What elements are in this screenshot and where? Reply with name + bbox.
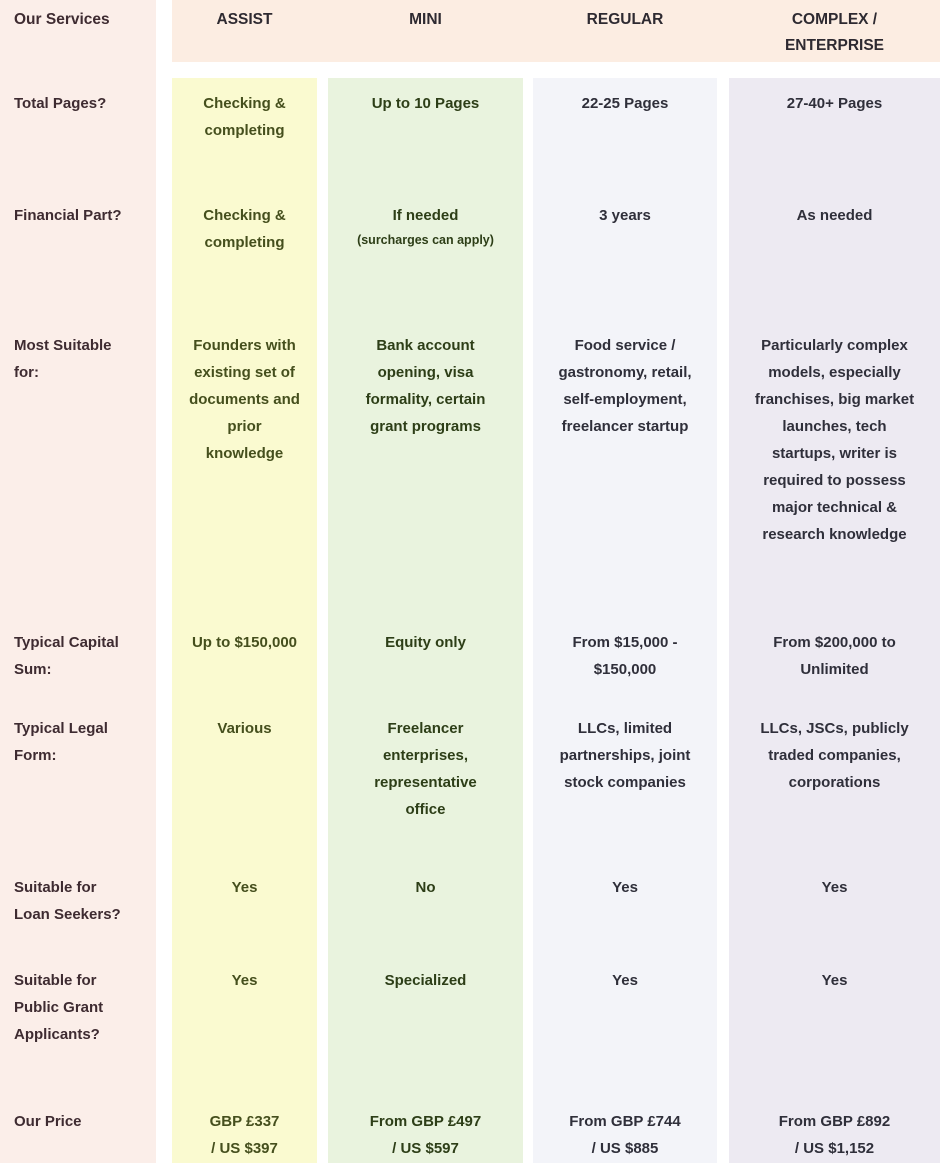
cell-complex-loan-seekers: Yes (821, 879, 848, 896)
cell-complex-most-suitable: Particularly complex models, especially … (754, 337, 915, 543)
cell-assist-total-pages: Checking & completing (203, 95, 286, 139)
column-header-band: ASSIST MINI REGULAR COMPLEX / ENTERPRISE (172, 0, 940, 62)
cell-regular-loan-seekers: Yes (612, 879, 638, 896)
row-label-capital-sum: Typical Capital Sum: (14, 634, 119, 678)
cell-regular-price: From GBP £744 / US $885 (569, 1113, 681, 1157)
cell-regular-financial-part: 3 years (599, 207, 651, 224)
row-label-total-pages: Total Pages? (14, 95, 107, 112)
row-label-loan-seekers: Suitable for Loan Seekers? (14, 879, 121, 923)
cell-complex-total-pages: 27-40+ Pages (786, 95, 883, 112)
cell-assist-most-suitable: Founders with existing set of documents … (189, 337, 300, 462)
row-label-legal-form: Typical Legal Form: (14, 720, 108, 764)
cell-mini-financial-part-main: If needed (392, 207, 459, 224)
cell-mini-loan-seekers: No (415, 879, 436, 896)
cell-complex-legal-form: LLCs, JSCs, publicly traded companies, c… (760, 720, 909, 791)
row-label-financial-part: Financial Part? (14, 207, 122, 224)
cell-regular-most-suitable: Food service / gastronomy, retail, self-… (558, 337, 692, 435)
cell-regular-capital-sum: From $15,000 - $150,000 (572, 634, 678, 678)
cell-mini-most-suitable: Bank account opening, visa formality, ce… (365, 337, 486, 435)
cell-mini-price: From GBP £497 / US $597 (369, 1113, 482, 1157)
cell-mini-total-pages: Up to 10 Pages (371, 95, 480, 112)
cell-assist-financial-part: Checking & completing (203, 207, 286, 251)
cell-assist-capital-sum: Up to $150,000 (191, 634, 298, 651)
cell-assist-loan-seekers: Yes (231, 879, 258, 896)
row-label-grant-applicants: Suitable for Public Grant Applicants? (14, 972, 104, 1043)
cell-mini-capital-sum: Equity only (385, 634, 466, 651)
cell-mini-financial-part-note: (surcharges can apply) (357, 233, 494, 247)
cell-mini-legal-form: Freelancer enterprises, representative o… (374, 720, 477, 818)
regular-column: 22-25 Pages 3 years Food service / gastr… (533, 78, 717, 1163)
cell-regular-total-pages: 22-25 Pages (581, 95, 669, 112)
table-title: Our Services (14, 11, 110, 28)
cell-complex-capital-sum: From $200,000 to Unlimited (773, 634, 896, 678)
mini-column: Up to 10 Pages If needed (surcharges can … (328, 78, 523, 1163)
column-header-complex-enterprise: COMPLEX / ENTERPRISE (784, 11, 885, 54)
cell-regular-grant-applicants: Yes (612, 972, 638, 989)
cell-assist-legal-form: Various (217, 720, 272, 737)
column-header-mini: MINI (409, 11, 442, 28)
row-labels-column: Our Services Total Pages? Financial Part… (0, 0, 156, 1163)
row-label-most-suitable: Most Suitable for: (14, 337, 112, 381)
complex-enterprise-column: 27-40+ Pages As needed Particularly comp… (729, 78, 940, 1163)
cell-assist-price: GBP £337 / US $397 (209, 1113, 280, 1157)
assist-column: Checking & completing Checking & complet… (172, 78, 317, 1163)
cell-complex-financial-part: As needed (796, 207, 873, 224)
cell-mini-grant-applicants: Specialized (384, 972, 467, 989)
cell-complex-price: From GBP £892 / US $1,152 (778, 1113, 891, 1157)
row-label-price: Our Price (14, 1113, 82, 1130)
column-header-regular: REGULAR (586, 11, 664, 28)
cell-complex-grant-applicants: Yes (821, 972, 848, 989)
column-header-assist: ASSIST (216, 11, 273, 28)
cell-regular-legal-form: LLCs, limited partnerships, joint stock … (559, 720, 691, 791)
cell-assist-grant-applicants: Yes (231, 972, 258, 989)
cell-mini-financial-part: If needed (surcharges can apply) (328, 190, 523, 320)
